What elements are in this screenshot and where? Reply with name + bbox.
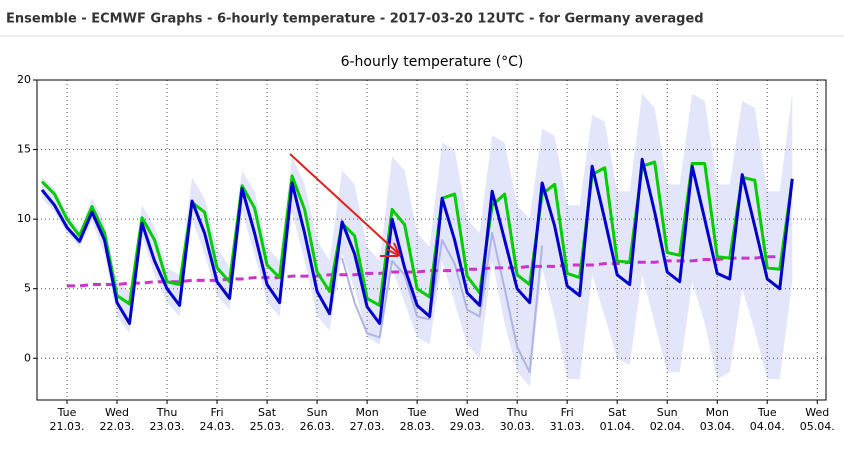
plot-frame (36, 79, 827, 401)
plot (37, 79, 826, 400)
annotation-arrow (289, 153, 401, 257)
x-tick-label: Fri 24.03. (200, 406, 235, 433)
series-line (341, 232, 544, 374)
x-tick-label: Tue 28.03. (400, 406, 435, 433)
x-tick-label: Sun 02.04. (650, 406, 685, 433)
x-tick-label: Tue 04.04. (750, 406, 785, 433)
series-line (67, 255, 780, 288)
x-tick-label: Sat 25.03. (250, 406, 285, 433)
x-tick-label: Wed 29.03. (450, 406, 485, 433)
x-tick-label: Tue 21.03. (50, 406, 85, 433)
y-tick-label: 10 (17, 212, 31, 225)
y-tick-label: 20 (17, 73, 31, 86)
x-tick-label: Thu 30.03. (500, 406, 535, 433)
x-tick-label: Mon 03.04. (700, 406, 735, 433)
y-tick-label: 15 (17, 143, 31, 156)
series-line (40, 157, 794, 325)
x-tick-label: Wed 05.04. (800, 406, 835, 433)
y-tick-label: 0 (24, 351, 31, 364)
series-line (40, 160, 794, 307)
x-tick-label: Sat 01.04. (600, 406, 635, 433)
x-tick-label: Fri 31.03. (550, 406, 585, 433)
x-tick-label: Wed 22.03. (100, 406, 135, 433)
x-tick-label: Mon 27.03. (350, 406, 385, 433)
y-tick-label: 5 (24, 282, 31, 295)
x-tick-label: Thu 23.03. (150, 406, 185, 433)
chart-title: 6-hourly temperature (°C) (341, 54, 524, 70)
x-tick-label: Sun 26.03. (300, 406, 335, 433)
page-title: Ensemble - ECMWF Graphs - 6-hourly tempe… (6, 12, 704, 27)
